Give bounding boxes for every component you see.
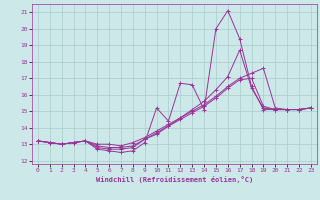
X-axis label: Windchill (Refroidissement éolien,°C): Windchill (Refroidissement éolien,°C) (96, 176, 253, 183)
